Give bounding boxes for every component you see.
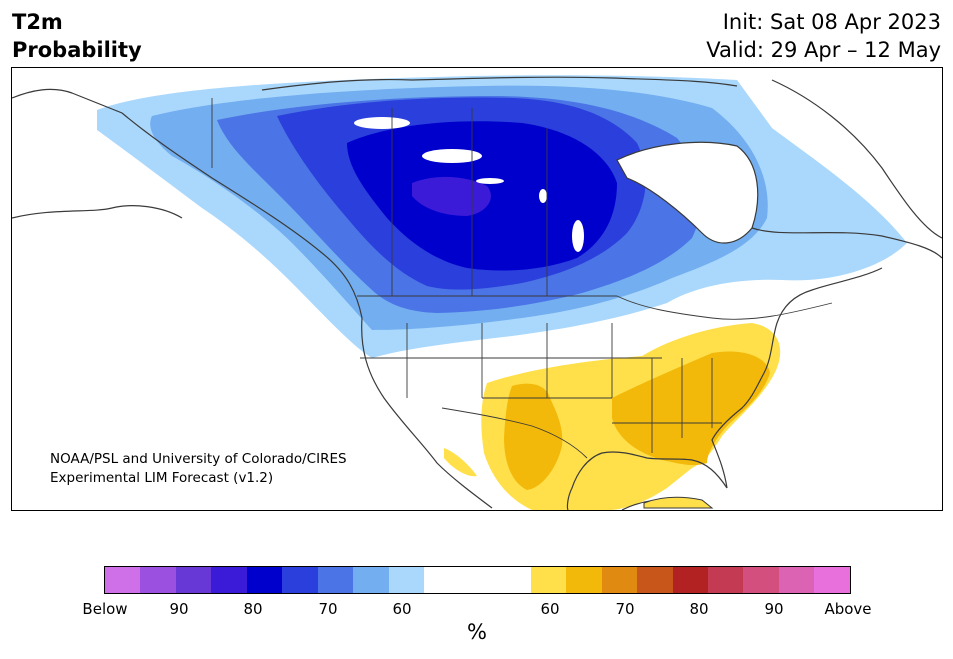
political-borders (211, 98, 833, 459)
hudson-bay (617, 142, 758, 244)
colorbar-tick-below-60: 60 (392, 600, 412, 618)
colorbar-swatch-below-90 (140, 567, 176, 593)
colorbar-swatch-above-75 (672, 567, 708, 593)
colorbar-swatch-above-55 (530, 567, 567, 593)
colorbar-swatch-above-80 (707, 567, 744, 593)
colorbar-swatch-above-60 (566, 567, 602, 593)
colorbar-swatch-below-70 (282, 567, 318, 593)
colorbar-tick-below-90: 90 (169, 600, 189, 618)
colorbar (104, 566, 851, 594)
credit-line-2: Experimental LIM Forecast (v1.2) (50, 470, 274, 486)
colorbar-swatch-below-60 (353, 567, 389, 593)
cuba (643, 496, 714, 509)
colorbar-swatch-above-85 (743, 567, 779, 593)
great-slave-lake (422, 149, 482, 163)
colorbar-swatch-below-85 (175, 567, 212, 593)
above-60-southeast (612, 351, 770, 466)
colorbar-tick-below: Below (82, 600, 128, 618)
great-bear-lake (354, 117, 410, 129)
above-60-mexico (504, 383, 563, 490)
colorbar-swatch-above-95 (814, 567, 850, 593)
colorbar-tick-below-80: 80 (243, 600, 263, 618)
colorbar-tick-above-90: 90 (764, 600, 784, 618)
reindeer-lake (539, 189, 547, 203)
forecast-map: NOAA/PSL and University of Colorado/CIRE… (11, 67, 943, 511)
plot-title-left: T2m Probability (12, 8, 142, 64)
colorbar-swatch-below-75 (246, 567, 283, 593)
colorbar-swatch-below-95 (105, 567, 141, 593)
credit-line-1: NOAA/PSL and University of Colorado/CIRE… (50, 451, 347, 467)
colorbar-tick-above: Above (824, 600, 872, 618)
colorbar-swatch-below-55 (388, 567, 425, 593)
colorbar-swatch-neutral (424, 567, 531, 593)
probability-map-svg (12, 75, 942, 510)
quantity-label: Probability (12, 38, 142, 62)
colorbar-swatch-above-70 (637, 567, 673, 593)
below-80-region (412, 176, 491, 216)
colorbar-swatch-above-65 (601, 567, 638, 593)
colorbar-tick-below-70: 70 (318, 600, 338, 618)
colorbar-tick-above-70: 70 (615, 600, 635, 618)
colorbar-tick-above-80: 80 (689, 600, 709, 618)
valid-period-label: Valid: 29 Apr – 12 May (706, 38, 941, 62)
lake-athabasca (476, 178, 504, 184)
above-55-baja (444, 448, 477, 477)
variable-label: T2m (12, 10, 63, 34)
colorbar-unit-label: % (467, 620, 487, 644)
lake-winnipeg (572, 220, 584, 252)
colorbar-swatch-below-65 (317, 567, 354, 593)
colorbar-swatch-above-90 (778, 567, 815, 593)
credit-text: NOAA/PSL and University of Colorado/CIRE… (50, 450, 347, 488)
colorbar-swatch-below-80 (211, 567, 247, 593)
plot-title-right: Init: Sat 08 Apr 2023 Valid: 29 Apr – 12… (706, 8, 941, 64)
colorbar-tick-above-60: 60 (540, 600, 560, 618)
init-date-label: Init: Sat 08 Apr 2023 (722, 10, 941, 34)
